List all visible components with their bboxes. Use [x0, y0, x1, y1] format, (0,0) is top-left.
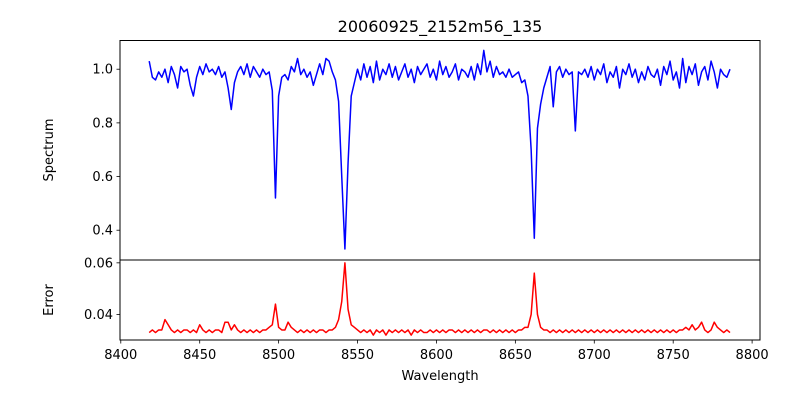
x-tick-label: 8700: [578, 348, 611, 363]
x-tick-label: 8450: [183, 348, 216, 363]
spectrum-y-label: Spectrum: [42, 119, 57, 182]
x-tick-label: 8400: [104, 348, 137, 363]
x-tick-label: 8750: [657, 348, 690, 363]
spectrum-series-line: [148, 49, 731, 250]
spectrum-y-tick-label: 0.8: [92, 116, 113, 131]
chart-title: 20060925_2152m56_135: [338, 17, 543, 37]
spectrum-y-tick-label: 1.0: [92, 63, 113, 78]
error-y-label: Error: [42, 284, 57, 316]
x-tick-label: 8550: [341, 348, 374, 363]
spectrum-y-tick-label: 0.4: [92, 224, 113, 239]
x-tick-label: 8500: [262, 348, 295, 363]
error-series-line: [148, 262, 731, 336]
spectrum-y-tick-label: 0.6: [92, 170, 113, 185]
x-tick-label: 8650: [499, 348, 532, 363]
x-tick-label: 8800: [736, 348, 769, 363]
error-axes-frame: [119, 259, 761, 341]
error-y-tick-label: 0.04: [84, 308, 113, 323]
x-axis-label: Wavelength: [401, 369, 478, 384]
error-y-tick-label: 0.06: [84, 256, 113, 271]
x-tick-label: 8600: [420, 348, 453, 363]
error-axes: 0.04 0.06 8400 8450 8500 8550 8600 8650 8700 8750…: [84, 256, 769, 363]
